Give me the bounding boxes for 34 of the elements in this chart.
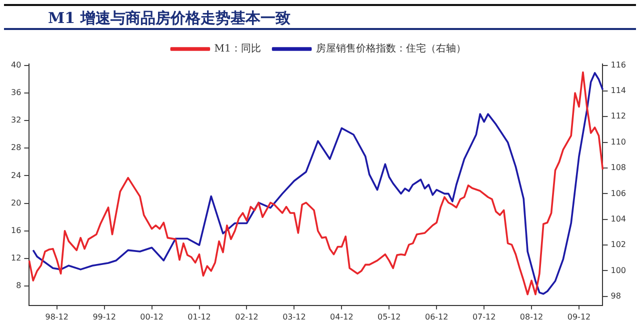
x-tick-label: 09-12 bbox=[567, 312, 591, 322]
x-tick-label: 04-12 bbox=[330, 312, 354, 322]
x-tick-label: 07-12 bbox=[472, 312, 496, 322]
x-tick-label: 01-12 bbox=[188, 312, 211, 322]
y2-tick-label: 98 bbox=[610, 291, 621, 300]
x-tick-label: 03-12 bbox=[282, 312, 306, 322]
y-tick-label: 8 bbox=[16, 281, 22, 290]
y-tick-label: 24 bbox=[10, 170, 22, 180]
x-tick-label: 06-12 bbox=[424, 312, 448, 322]
y2-tick-label: 112 bbox=[610, 112, 626, 121]
x-tick-label: 05-12 bbox=[378, 312, 401, 322]
y2-tick-label: 116 bbox=[610, 60, 626, 70]
y-tick-label: 32 bbox=[10, 116, 22, 125]
x-tick-label: 99-12 bbox=[92, 312, 116, 322]
y2-tick-label: 100 bbox=[610, 266, 626, 275]
legend-label: M1：同比 bbox=[214, 42, 261, 55]
chart-title: M1 增速与商品房价格走势基本一致 bbox=[48, 9, 290, 28]
y-tick-label: 16 bbox=[10, 226, 22, 235]
legend-label: 房屋销售价格指数：住宅（右轴） bbox=[316, 42, 466, 55]
y-tick-label: 12 bbox=[10, 254, 22, 263]
y2-tick-label: 114 bbox=[610, 86, 626, 96]
y2-tick-label: 110 bbox=[610, 137, 626, 146]
y2-tick-label: 104 bbox=[610, 214, 626, 224]
y-tick-label: 40 bbox=[10, 60, 22, 70]
x-tick-label: 08-12 bbox=[520, 312, 544, 322]
y-tick-label: 28 bbox=[10, 143, 22, 152]
y-tick-label: 20 bbox=[10, 198, 22, 208]
x-tick-label: 00-12 bbox=[140, 312, 164, 322]
y2-tick-label: 102 bbox=[610, 240, 626, 250]
x-tick-label: 98-12 bbox=[45, 312, 68, 322]
y2-tick-label: 106 bbox=[610, 188, 626, 198]
y-tick-label: 36 bbox=[10, 88, 22, 98]
y2-tick-label: 108 bbox=[610, 163, 626, 172]
x-tick-label: 02-12 bbox=[235, 312, 258, 322]
